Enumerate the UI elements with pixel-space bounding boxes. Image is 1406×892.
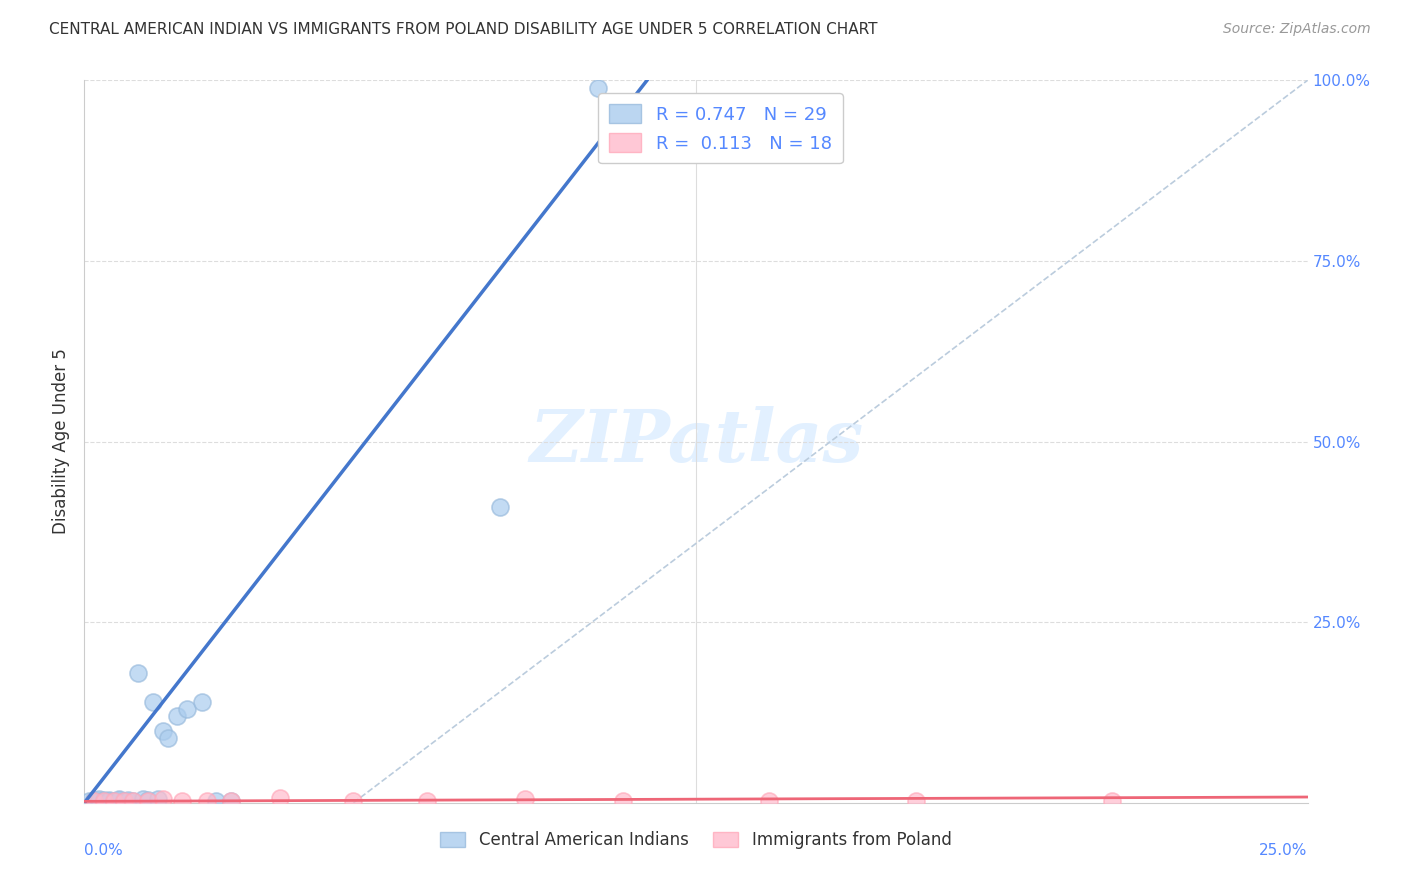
Point (136, 793, 159, 807)
Point (1101, 794, 1123, 808)
Point (103, 794, 125, 808)
Point (152, 792, 174, 806)
Point (166, 709, 188, 723)
Legend: Central American Indians, Immigrants from Poland: Central American Indians, Immigrants fro… (433, 824, 959, 856)
Point (83, 794, 105, 808)
Point (342, 794, 364, 808)
Point (83, 794, 105, 808)
Point (122, 794, 145, 808)
Point (112, 794, 135, 808)
Point (93, 793, 115, 807)
Point (191, 695, 214, 709)
Point (176, 702, 198, 716)
Point (219, 794, 242, 808)
Point (107, 793, 129, 807)
Point (758, 794, 780, 808)
Text: 0.0%: 0.0% (84, 843, 124, 857)
Point (612, 794, 634, 808)
Point (97, 793, 120, 807)
Y-axis label: Disability Age Under 5: Disability Age Under 5 (52, 349, 70, 534)
Text: 25.0%: 25.0% (1260, 843, 1308, 857)
Point (77, 794, 100, 808)
Point (513, 792, 536, 806)
Text: CENTRAL AMERICAN INDIAN VS IMMIGRANTS FROM POLAND DISABILITY AGE UNDER 5 CORRELA: CENTRAL AMERICAN INDIAN VS IMMIGRANTS FR… (49, 22, 877, 37)
Point (87, 794, 110, 808)
Point (489, 500, 512, 514)
Point (87, 792, 110, 806)
Point (93, 794, 115, 808)
Point (93, 794, 115, 808)
Text: ZIPatlas: ZIPatlas (529, 406, 863, 477)
Point (112, 794, 135, 808)
Point (97, 794, 120, 808)
Point (136, 794, 159, 808)
Point (107, 792, 129, 806)
Point (122, 794, 145, 808)
Point (172, 794, 194, 808)
Point (146, 792, 169, 806)
Point (142, 695, 165, 709)
Point (103, 794, 125, 808)
Point (905, 794, 928, 808)
Point (132, 792, 155, 806)
Point (416, 794, 439, 808)
Point (269, 790, 291, 805)
Point (195, 794, 218, 808)
Point (127, 665, 149, 680)
Text: Source: ZipAtlas.com: Source: ZipAtlas.com (1223, 22, 1371, 37)
Point (586, 80, 609, 95)
Point (156, 731, 179, 745)
Point (205, 794, 228, 808)
Point (117, 793, 139, 807)
Point (219, 794, 242, 808)
Point (83, 793, 105, 807)
Point (152, 723, 174, 738)
